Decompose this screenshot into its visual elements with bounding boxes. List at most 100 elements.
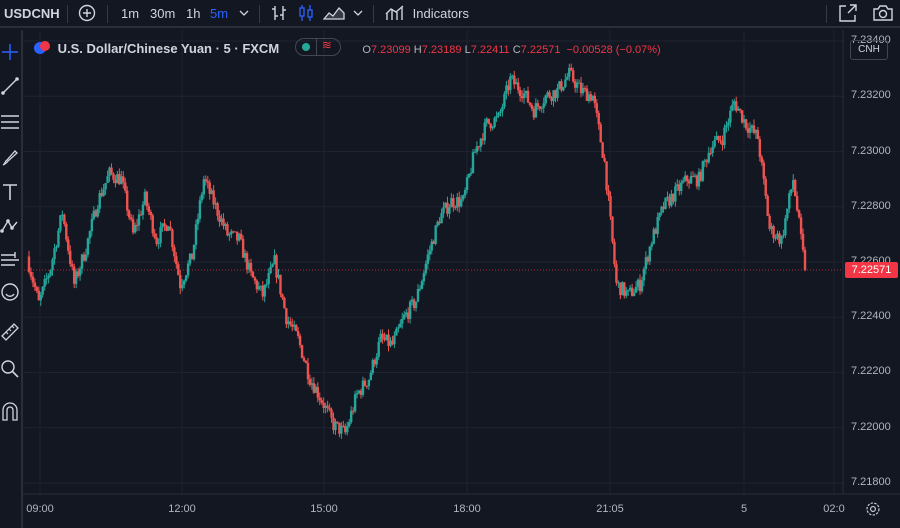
candle [371, 358, 374, 375]
candle-body [609, 195, 612, 217]
interval-1h-button[interactable]: 1h [186, 6, 201, 21]
price-tick-label: 7.23200 [851, 89, 891, 102]
candle [273, 249, 276, 265]
candle-body [302, 357, 306, 361]
candle-body [660, 206, 663, 213]
candle [752, 119, 756, 135]
candle [581, 83, 585, 96]
candle [795, 191, 799, 213]
fib-icon[interactable] [0, 112, 20, 132]
symbol-search[interactable]: USDCNH [4, 6, 60, 21]
candle-body [570, 67, 573, 71]
market-status-badge[interactable]: ≋ [294, 38, 341, 56]
candle [381, 329, 384, 344]
zoom-icon[interactable] [0, 359, 20, 379]
candle [613, 238, 616, 268]
candle [674, 182, 677, 207]
candles-icon [272, 6, 286, 20]
candle [291, 318, 294, 332]
candle-body [198, 200, 202, 219]
candle-body [463, 189, 467, 196]
candle-body [304, 360, 308, 363]
candle [538, 105, 541, 112]
candle [697, 168, 701, 191]
candle-body [27, 256, 31, 272]
fullscreen-button[interactable] [838, 0, 858, 28]
settings-icon[interactable] [865, 501, 881, 517]
candle [239, 229, 243, 241]
candle-body [762, 162, 765, 179]
chart-type-dropdown[interactable] [353, 0, 363, 28]
candle [532, 106, 536, 121]
interval-5m-button[interactable]: 5m [210, 6, 229, 21]
candle-body [442, 207, 445, 214]
candle-body [772, 226, 775, 239]
candle [516, 77, 520, 94]
compare-symbol-button[interactable] [78, 0, 96, 28]
trendline-icon[interactable] [0, 76, 20, 96]
candle [623, 282, 626, 299]
candle-body [412, 299, 416, 309]
divider [259, 5, 260, 23]
emoji-icon[interactable] [0, 282, 20, 302]
candle-body [518, 90, 522, 97]
ruler-icon[interactable] [0, 322, 20, 342]
magnet-icon[interactable] [0, 402, 20, 422]
area-style-button[interactable] [322, 0, 345, 28]
candle-body [560, 81, 563, 91]
price-tick-label: 7.21800 [851, 475, 891, 488]
bars-style-button[interactable] [270, 0, 288, 28]
candle-body [695, 175, 699, 187]
candle [454, 205, 457, 210]
crosshair-icon[interactable] [0, 42, 20, 62]
candle-body [96, 208, 99, 217]
candle-body [100, 192, 103, 197]
candle-body [642, 269, 646, 281]
candle-body [678, 184, 681, 191]
candle [471, 148, 475, 174]
candle [218, 210, 221, 227]
indicators-button[interactable]: Indicators [385, 0, 469, 28]
candle-body [634, 286, 638, 293]
candle [182, 279, 186, 289]
brush-icon[interactable] [0, 147, 20, 167]
candle-body [145, 191, 149, 207]
candle-body [587, 94, 591, 101]
candle [349, 406, 353, 424]
candle [536, 99, 540, 111]
candle [497, 111, 500, 118]
candle-body [312, 383, 316, 393]
candle [269, 261, 272, 275]
snapshot-button[interactable] [872, 0, 894, 28]
candle-body [522, 93, 526, 99]
divider [107, 5, 108, 23]
candle [414, 301, 418, 312]
candle [797, 209, 801, 219]
candle-body [638, 279, 642, 292]
candle [112, 172, 115, 184]
candle-body [285, 308, 288, 325]
candle-body [281, 294, 284, 298]
currency-button[interactable]: CNH [850, 40, 888, 60]
candle-body [165, 225, 168, 231]
interval-1m-button[interactable]: 1m [121, 6, 140, 21]
candle-body [632, 292, 636, 296]
interval-dropdown[interactable] [239, 0, 249, 28]
candle [428, 245, 431, 261]
candle-body [243, 253, 247, 258]
interval-30m-button[interactable]: 30m [150, 6, 176, 21]
prediction-icon[interactable] [0, 250, 20, 270]
candle-body [650, 243, 653, 247]
candles-style-button[interactable] [297, 0, 315, 28]
candle-body [495, 116, 498, 118]
candle-body [267, 273, 270, 285]
candle [542, 97, 545, 114]
candle [363, 378, 367, 387]
text-icon[interactable] [0, 182, 20, 202]
pattern-icon[interactable] [0, 216, 20, 236]
candle [666, 191, 669, 202]
candle [175, 252, 178, 269]
candle [801, 228, 805, 253]
candle [322, 397, 325, 414]
